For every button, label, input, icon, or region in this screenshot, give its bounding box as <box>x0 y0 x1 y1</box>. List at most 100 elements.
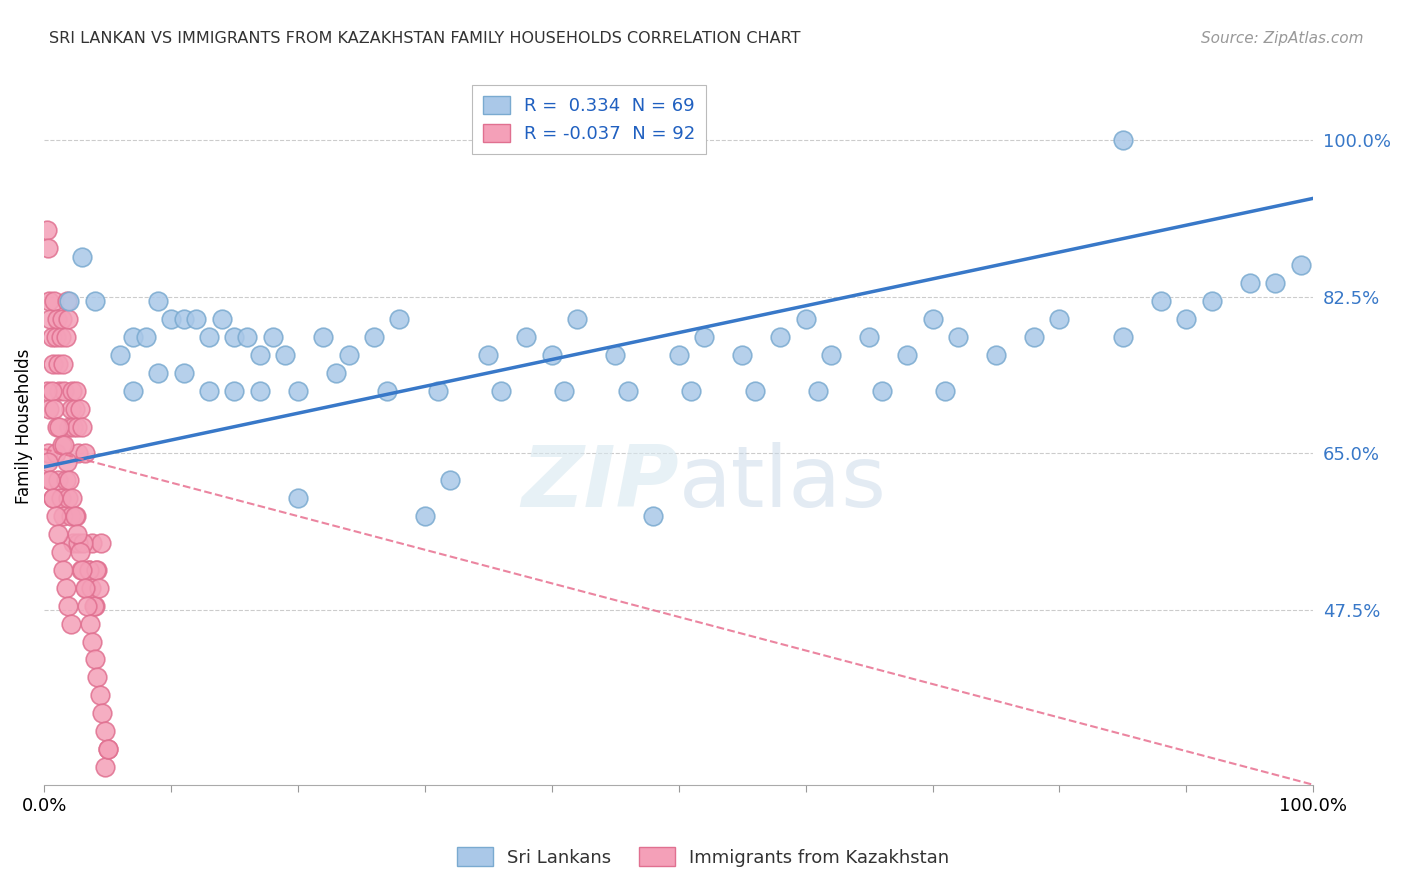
Point <box>489 384 512 398</box>
Point <box>62 419 84 434</box>
Point <box>65 509 87 524</box>
Point <box>946 330 969 344</box>
Point <box>693 330 716 344</box>
Point <box>83 599 105 613</box>
Point <box>91 706 114 720</box>
Point <box>56 455 79 469</box>
Point <box>820 348 842 362</box>
Point <box>58 294 80 309</box>
Point <box>515 330 537 344</box>
Point <box>84 563 107 577</box>
Point <box>87 581 110 595</box>
Point <box>77 563 100 577</box>
Point <box>80 581 103 595</box>
Point <box>58 474 80 488</box>
Point <box>44 330 66 344</box>
Point <box>122 384 145 398</box>
Point <box>58 599 80 613</box>
Point <box>148 366 170 380</box>
Point <box>46 474 69 488</box>
Point <box>44 509 66 524</box>
Point <box>337 348 360 362</box>
Point <box>62 536 84 550</box>
Point <box>44 294 66 309</box>
Point <box>274 348 297 362</box>
Point <box>69 401 91 416</box>
Point <box>56 294 79 309</box>
Point <box>870 384 893 398</box>
Point <box>77 563 100 577</box>
Point <box>86 670 108 684</box>
Point <box>553 384 575 398</box>
Point <box>45 419 67 434</box>
Point <box>249 384 271 398</box>
Point <box>70 563 93 577</box>
Point <box>46 357 69 371</box>
Point <box>97 742 120 756</box>
Point <box>66 527 89 541</box>
Point <box>73 446 96 460</box>
Point <box>287 384 309 398</box>
Point <box>617 384 640 398</box>
Point <box>173 312 195 326</box>
Point <box>49 330 72 344</box>
Point <box>643 509 665 524</box>
Point <box>388 312 411 326</box>
Point <box>1289 259 1312 273</box>
Point <box>984 348 1007 362</box>
Point <box>605 348 627 362</box>
Point <box>75 581 97 595</box>
Legend: R =  0.334  N = 69, R = -0.037  N = 92: R = 0.334 N = 69, R = -0.037 N = 92 <box>472 85 706 154</box>
Point <box>49 545 72 559</box>
Point <box>42 357 65 371</box>
Point <box>565 312 588 326</box>
Point <box>63 401 86 416</box>
Point <box>1049 312 1071 326</box>
Point <box>86 563 108 577</box>
Point <box>211 312 233 326</box>
Point <box>46 527 69 541</box>
Point <box>744 384 766 398</box>
Point <box>1264 277 1286 291</box>
Point <box>375 384 398 398</box>
Point <box>67 536 90 550</box>
Point <box>413 509 436 524</box>
Point <box>52 357 75 371</box>
Point <box>97 742 120 756</box>
Point <box>51 312 73 326</box>
Point <box>37 241 59 255</box>
Point <box>82 634 104 648</box>
Point <box>55 330 77 344</box>
Point <box>48 419 70 434</box>
Point <box>858 330 880 344</box>
Point <box>83 294 105 309</box>
Point <box>58 419 80 434</box>
Point <box>224 330 246 344</box>
Point <box>67 446 90 460</box>
Point <box>51 437 73 451</box>
Point <box>83 652 105 666</box>
Point <box>37 446 59 460</box>
Point <box>45 312 67 326</box>
Point <box>1201 294 1223 309</box>
Point <box>426 384 449 398</box>
Point <box>249 348 271 362</box>
Point <box>89 688 111 702</box>
Point <box>1150 294 1173 309</box>
Point <box>186 312 208 326</box>
Point <box>41 330 63 344</box>
Point <box>83 599 105 613</box>
Point <box>65 384 87 398</box>
Point <box>55 474 77 488</box>
Point <box>769 330 792 344</box>
Point <box>48 384 70 398</box>
Point <box>224 384 246 398</box>
Point <box>160 312 183 326</box>
Point <box>42 491 65 506</box>
Point <box>148 294 170 309</box>
Point <box>60 491 83 506</box>
Point <box>58 312 80 326</box>
Point <box>110 348 132 362</box>
Point <box>37 455 59 469</box>
Point <box>90 536 112 550</box>
